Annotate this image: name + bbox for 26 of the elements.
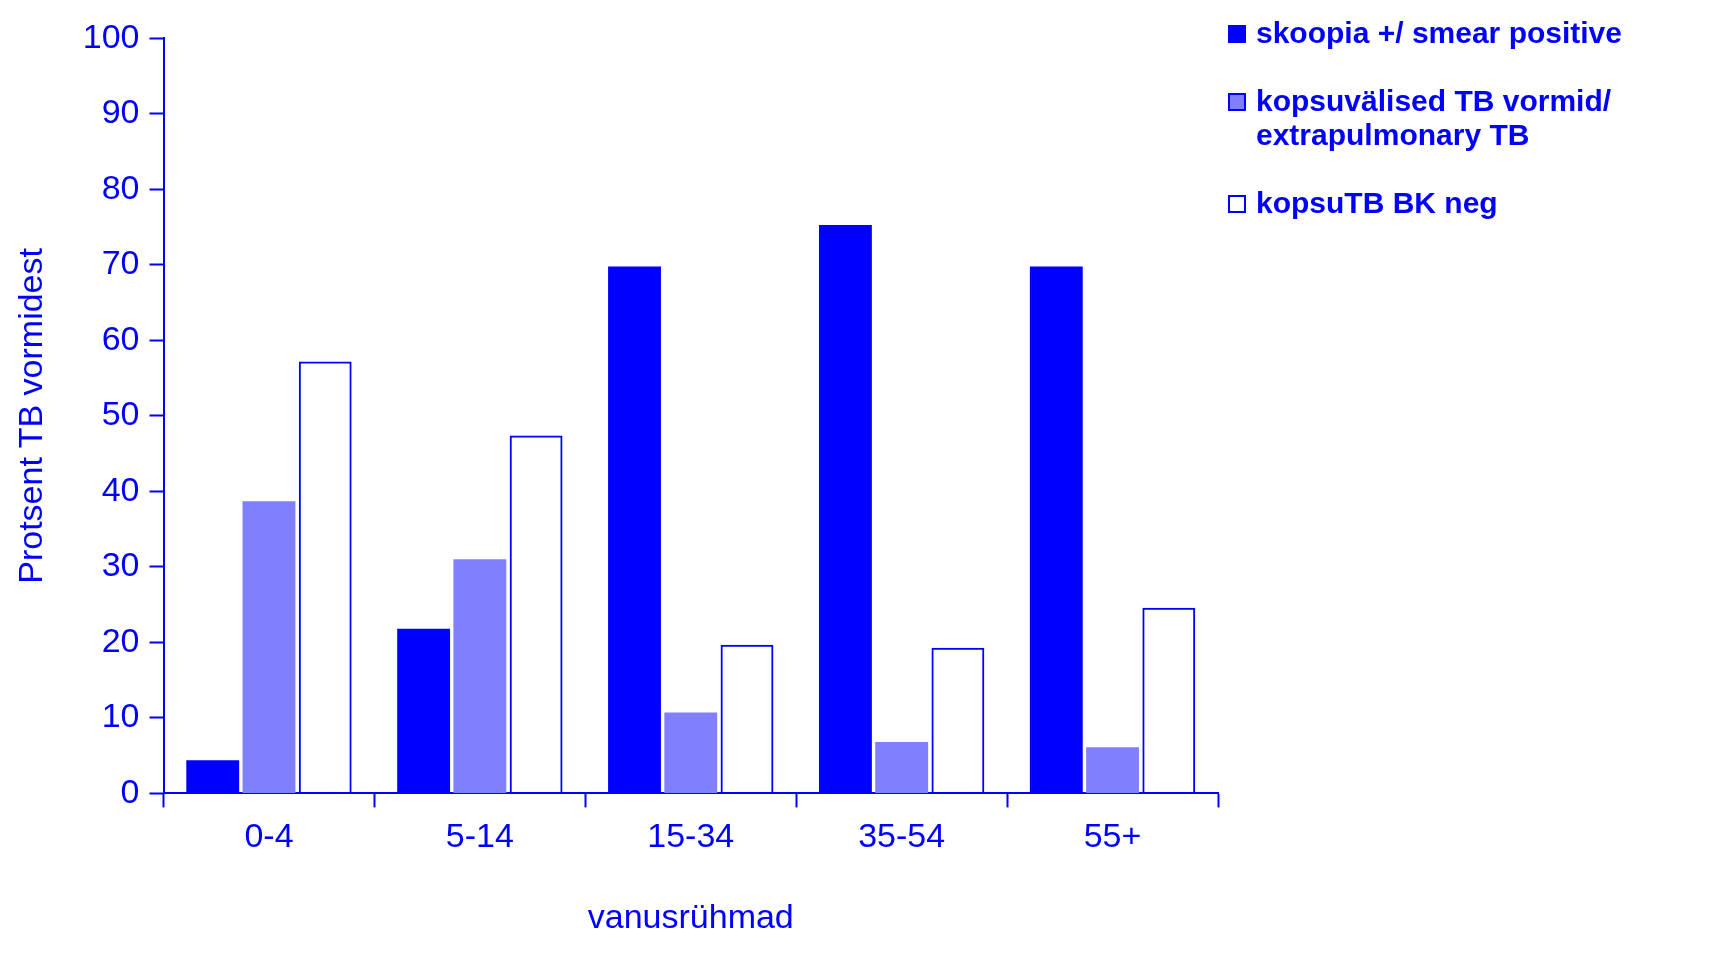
x-tick-label: 0-4 [244, 816, 294, 855]
y-tick-label: 40 [101, 469, 140, 508]
x-tick-label: 55+ [1083, 816, 1142, 855]
y-tick-label: 70 [101, 243, 140, 282]
y-tick-label: 30 [101, 545, 140, 584]
legend-label: skoopia +/ smear positive [1256, 16, 1622, 50]
y-axis-title: Protsent TB vormidest [10, 247, 49, 584]
y-tick-label: 20 [101, 620, 140, 659]
y-tick-label: 50 [101, 394, 140, 433]
y-tick-label: 60 [101, 318, 140, 357]
bar [242, 501, 296, 793]
bar [875, 742, 929, 793]
y-tick-label: 90 [101, 92, 140, 131]
legend-label: kopsuTB BK neg [1256, 186, 1498, 220]
y-tick-label: 80 [101, 167, 140, 206]
x-tick-label: 15-34 [647, 816, 735, 855]
bar [1086, 747, 1139, 793]
legend-label: kopsuvälised TB vormid/ extrapulmonary TB [1256, 84, 1613, 152]
y-tick-label: 10 [101, 696, 140, 735]
y-tick-label: 100 [82, 16, 140, 55]
bar [453, 559, 507, 793]
x-tick-label: 35-54 [858, 816, 946, 855]
x-axis-title: vanusrühmad [587, 896, 794, 935]
bar [664, 712, 718, 793]
y-tick-label: 0 [120, 771, 140, 810]
x-tick-label: 5-14 [445, 816, 514, 855]
